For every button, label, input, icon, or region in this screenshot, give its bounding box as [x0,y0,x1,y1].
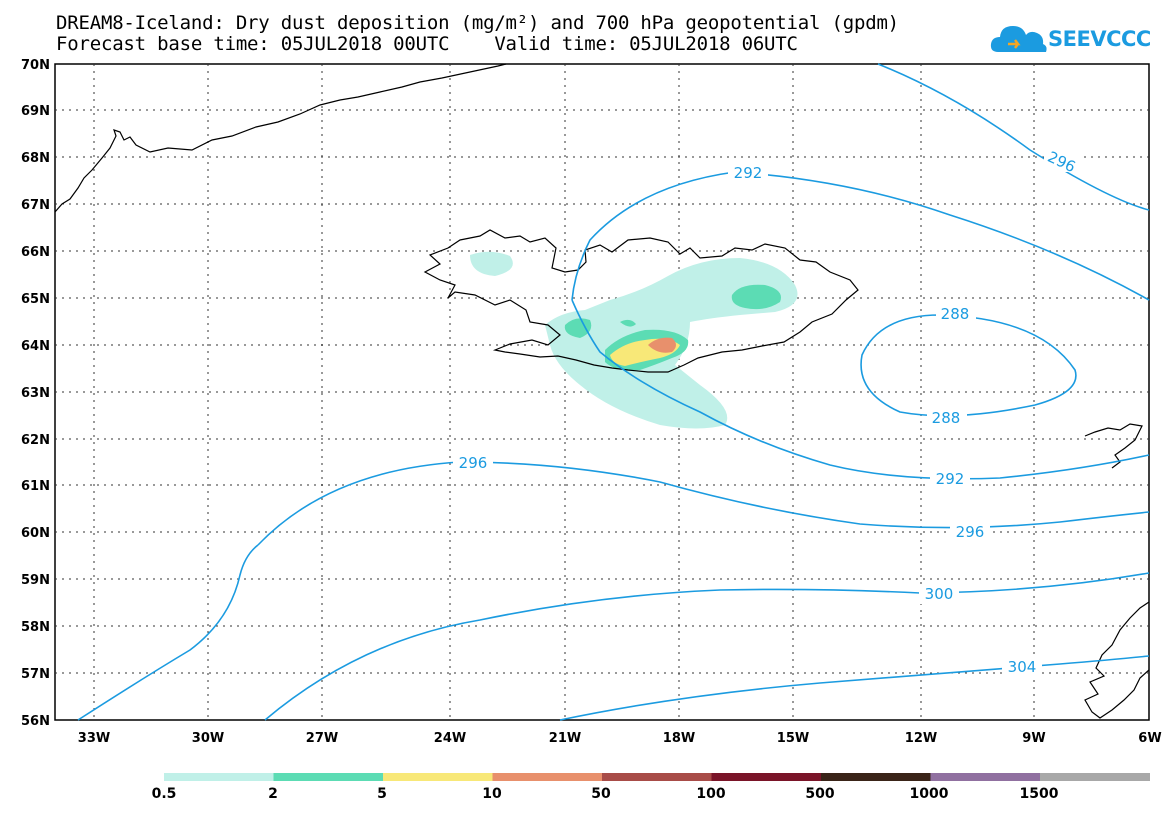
greenland-coast [54,63,507,213]
forecast-time-line: Forecast base time: 05JUL2018 00UTC Vali… [56,33,798,55]
lat-label: 65N [21,292,50,307]
lat-label: 56N [21,714,50,729]
contour-label: 296 [956,523,985,541]
contour-304 [559,655,1150,721]
colorbar-swatch [711,773,822,781]
geopotential-contours [77,63,1150,721]
lat-label: 66N [21,245,50,260]
colorbar-label: 1500 [1020,786,1059,802]
lon-label: 30W [192,731,224,746]
colorbar-labels: 0.5 2 5 10 50 100 500 1000 1500 [152,786,1059,802]
colorbar-swatch [383,773,493,781]
lat-label: 64N [21,339,50,354]
coastlines [54,63,1150,719]
colorbar-swatch [930,773,1041,781]
colorbar-label: 5 [377,786,387,802]
contour-288 [860,314,1077,417]
lon-label: 18W [663,731,695,746]
contour-296-north [877,63,1150,211]
deposition-2-5-small [620,319,636,327]
lat-label: 58N [21,620,50,635]
colorbar-swatch [602,773,712,781]
lat-label: 67N [21,198,50,213]
contour-label: 304 [1008,658,1037,676]
colorbar-swatch [821,773,931,781]
colorbar-label: 0.5 [152,786,177,802]
seevccc-logo: SEEVCCC [990,18,1151,60]
lat-label: 63N [21,386,50,401]
contour-292-south [571,299,1150,480]
lat-label: 70N [21,58,50,73]
contour-292-north [571,171,1150,301]
colorbar-swatch [273,773,384,781]
iceland-coast [423,229,859,373]
lon-label: 24W [434,731,466,746]
colorbar-swatch [492,773,603,781]
contour-label: 288 [932,409,961,427]
faroe-islands-coast [1084,423,1143,469]
contour-label: 292 [734,164,763,182]
longitude-labels: 33W 30W 27W 24W 21W 18W 15W 12W 9W 6W [78,731,1162,746]
contour-label: 292 [936,470,965,488]
latitude-labels: 70N 69N 68N 67N 66N 65N 64N 63N 62N 61N … [21,58,50,729]
cloud-icon [990,26,1047,52]
contour-label: 296 [459,454,488,472]
lat-label: 60N [21,526,50,541]
colorbar-swatch [1040,773,1150,781]
colorbar-label: 10 [482,786,502,802]
contour-296-south [257,461,1150,546]
dust-deposition-field [470,251,798,429]
graticule [55,64,1149,720]
lon-label: 21W [549,731,581,746]
colorbar [164,773,1150,781]
colorbar-label: 100 [696,786,725,802]
lat-label: 62N [21,433,50,448]
deposition-10-50 [648,337,676,353]
lon-label: 6W [1138,731,1161,746]
colorbar-label: 2 [268,786,278,802]
deposition-2-5-east [731,284,781,310]
lon-label: 33W [78,731,110,746]
colorbar-label: 50 [591,786,611,802]
lon-label: 12W [905,731,937,746]
lat-label: 69N [21,104,50,119]
lat-label: 61N [21,479,50,494]
contour-label: 288 [941,305,970,323]
contour-296-southwest [77,544,259,721]
lat-label: 59N [21,573,50,588]
lon-label: 27W [306,731,338,746]
lon-label: 9W [1022,731,1045,746]
contour-300 [264,572,1150,721]
contour-labels: 296 292 288 288 296 292 296 300 304 [453,148,1080,677]
contour-label: 300 [925,585,954,603]
lat-label: 68N [21,151,50,166]
deposition-0.5-2-west [470,251,513,276]
lon-label: 15W [777,731,809,746]
scotland-coast [1084,601,1150,719]
deposition-2-5-west [564,318,592,338]
lat-label: 57N [21,667,50,682]
logo-text: SEEVCCC [1048,27,1151,51]
colorbar-swatch [164,773,274,781]
colorbar-label: 500 [805,786,834,802]
map-title: DREAM8-Iceland: Dry dust deposition (mg/… [56,12,899,34]
colorbar-label: 1000 [910,786,949,802]
